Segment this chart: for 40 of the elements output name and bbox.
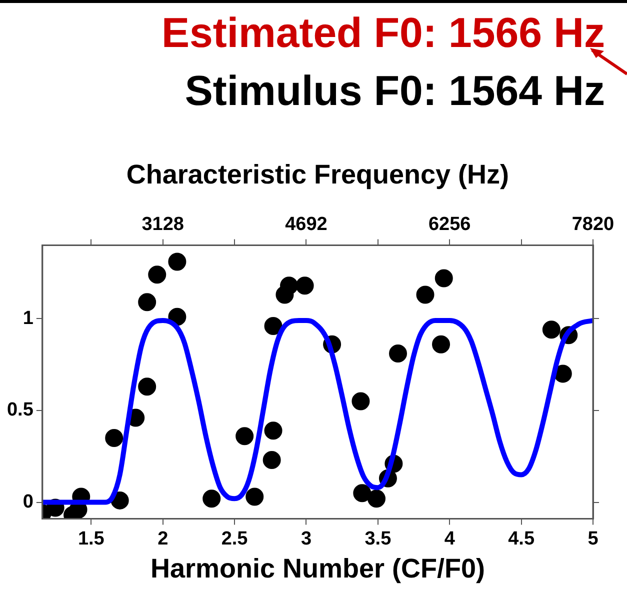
x-tick-label: 3 — [300, 528, 312, 550]
point — [434, 269, 453, 288]
y-tick-label: 1 — [22, 308, 34, 329]
x-tick-label: 4.5 — [508, 528, 535, 550]
point — [389, 344, 407, 363]
x2-tick-label: 4692 — [285, 214, 328, 236]
point — [168, 252, 186, 271]
x-axis-title: Harmonic Number (CF/F0) — [150, 553, 485, 584]
x-tick-label: 5 — [588, 528, 599, 550]
chart-title: Estimated F0: 1566 Hz — [161, 8, 605, 58]
point — [264, 316, 282, 335]
y-tick-label: 0 — [22, 492, 34, 513]
point — [353, 484, 372, 502]
x-tick-label: 1.5 — [78, 528, 105, 550]
point — [296, 276, 314, 295]
x2-tick-label: 3128 — [142, 214, 184, 236]
point — [542, 320, 560, 339]
x-tick-label: 2 — [158, 528, 168, 550]
point — [148, 266, 166, 284]
x2-tick-label: 7820 — [572, 214, 614, 236]
point — [246, 488, 264, 506]
x2-tick-label: 6256 — [428, 214, 471, 236]
point — [416, 286, 434, 304]
x-tick-label: 3.5 — [364, 528, 392, 550]
x-tick-label: 2.5 — [221, 528, 248, 550]
x-tick-label: 4 — [444, 528, 456, 550]
point — [202, 490, 221, 508]
point — [432, 335, 450, 354]
y-tick-label: 0.5 — [6, 400, 34, 421]
point — [367, 490, 386, 508]
point — [280, 276, 298, 295]
point — [352, 392, 370, 410]
point — [105, 429, 124, 448]
point — [138, 378, 156, 396]
point — [262, 451, 281, 470]
point — [138, 293, 156, 312]
x2-axis-title: Characteristic Frequency (Hz) — [126, 160, 510, 190]
point — [264, 422, 282, 440]
chart-subtitle: Stimulus F0: 1564 Hz — [184, 66, 605, 116]
point — [236, 427, 254, 446]
